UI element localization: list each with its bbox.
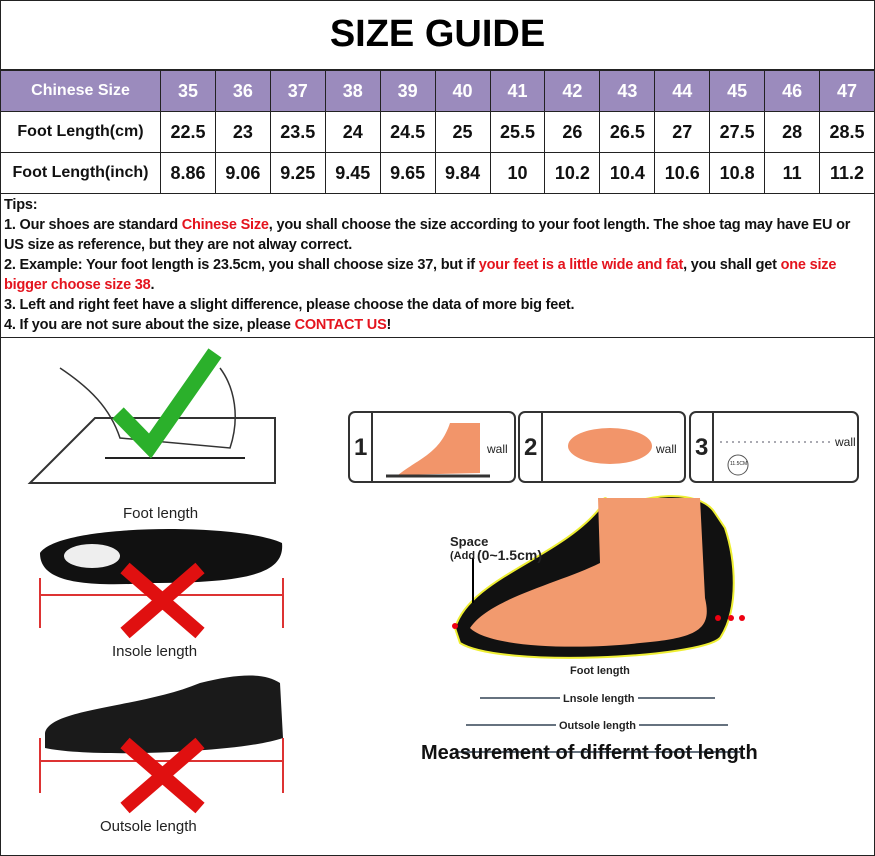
table-cell: 26	[544, 111, 601, 153]
foot-length-label: Foot length	[123, 505, 199, 522]
wall-label: wall	[835, 435, 856, 449]
table-cell: 10.6	[654, 152, 711, 194]
table-cell: 45	[709, 70, 766, 112]
sneaker-illustration	[39, 675, 284, 814]
table-cell: 9.65	[379, 152, 436, 194]
table-cell: 39	[379, 70, 436, 112]
tip-text: !	[386, 317, 392, 333]
table-cell: 25.5	[489, 111, 546, 153]
insole-length-label: Insole length	[112, 643, 198, 660]
table-cell: 10	[489, 152, 546, 194]
tip-3: 3. Left and right feet have a slight dif…	[4, 297, 575, 313]
tip-text: 2. Example: Your foot length is 23.5cm, …	[4, 257, 479, 273]
add-label: (Add	[450, 550, 476, 562]
diagram-insole-length: Lnsole length	[560, 693, 638, 705]
outsole-length-label: Outsole length	[100, 818, 197, 835]
table-cell: 9.45	[324, 152, 381, 194]
step-number: 1	[354, 434, 368, 461]
tip-text: 4. If you are not sure about the size, p…	[4, 317, 295, 333]
table-cell: 43	[599, 70, 656, 112]
tip-text: .	[150, 277, 155, 293]
tips-heading: Tips:	[4, 197, 38, 213]
table-cell: 27.5	[709, 111, 766, 153]
step-number: 3	[695, 434, 709, 461]
tip-text: , you shall get	[683, 257, 781, 273]
table-cell: 10.2	[544, 152, 601, 194]
page-title: SIZE GUIDE	[0, 0, 875, 70]
table-cell: 40	[434, 70, 491, 112]
tip-text: 1. Our shoes are standard	[4, 217, 182, 233]
tip-highlight: Chinese Size	[181, 217, 269, 233]
table-cell: 9.06	[214, 152, 271, 194]
tips: Tips: 1. Our shoes are standard Chinese …	[0, 193, 875, 338]
table-cell: 24.5	[379, 111, 436, 153]
size-table: Chinese Size 35 36 37 38 39 40 41 42 43 44 45 46 47 Fo…	[0, 70, 875, 194]
wall-label: wall	[487, 442, 508, 456]
tip-highlight: your feet is a little wide and fat	[478, 257, 684, 273]
table-cell: 10.4	[599, 152, 656, 194]
table-cell: 22.5	[160, 111, 216, 153]
table-cell: 37	[269, 70, 326, 112]
table-cell: 23	[214, 111, 271, 153]
table-cell: 26.5	[599, 111, 656, 153]
ruler-reading: 11.5CM	[730, 461, 748, 467]
row-label: Foot Length(cm)	[0, 111, 161, 153]
measuring-steps	[348, 411, 859, 483]
table-cell: 23.5	[269, 111, 326, 153]
tip-highlight: one size bigger choose size 38	[4, 257, 837, 293]
table-cell: 10.8	[709, 152, 766, 194]
table-cell: 8.86	[160, 152, 216, 194]
table-cell: 9.25	[269, 152, 326, 194]
insole-illustration	[39, 529, 284, 639]
table-cell: 42	[544, 70, 601, 112]
step-number: 2	[524, 434, 538, 461]
table-cell: 41	[489, 70, 546, 112]
table-row: Foot Length(cm) 22.5 23 23.5 24 24.5 25 25.5 26 2…	[0, 111, 875, 153]
table-cell: 11	[764, 152, 821, 194]
table-cell: 35	[160, 70, 216, 112]
illustrations: Foot length Insole length Outsole length…	[0, 338, 875, 856]
table-cell: 28	[764, 111, 821, 153]
diagram-outsole-length: Outsole length	[556, 720, 639, 732]
contact-us-link: CONTACT US	[294, 317, 387, 333]
table-cell: 28.5	[819, 111, 875, 153]
diagram-caption: Measurement of differnt foot length	[421, 742, 758, 764]
tip-4: 4. If you are not sure about the size, p…	[4, 315, 871, 335]
table-row: Foot Length(inch) 8.86 9.06 9.25 9.45 9.65 9.8…	[0, 152, 875, 194]
wall-label: wall	[656, 442, 677, 456]
foot-on-paper-illustration	[27, 348, 276, 484]
illustrations-svg	[27, 348, 859, 814]
table-cell: 9.84	[434, 152, 491, 194]
space-range: (0~1.5cm)	[477, 547, 542, 563]
space-label: Space	[450, 534, 489, 549]
table-cell: 46	[764, 70, 821, 112]
table-cell: 25	[434, 111, 491, 153]
table-cell: 44	[654, 70, 711, 112]
table-row: Chinese Size 35 36 37 38 39 40 41 42 43 44 45 46 47	[0, 70, 875, 112]
tip-1: 1. Our shoes are standard Chinese Size, …	[4, 215, 871, 255]
row-label: Foot Length(inch)	[0, 152, 161, 194]
table-cell: 38	[324, 70, 381, 112]
table-cell: 24	[324, 111, 381, 153]
shoe-cross-section	[452, 495, 745, 753]
table-cell: 11.2	[819, 152, 875, 194]
table-cell: 47	[819, 70, 875, 112]
diagram-foot-length: Foot length	[567, 665, 633, 677]
tip-text: , you shall choose the size according to…	[4, 217, 851, 253]
tip-2: 2. Example: Your foot length is 23.5cm, …	[4, 255, 871, 295]
table-cell: 27	[654, 111, 711, 153]
row-label: Chinese Size	[0, 70, 161, 112]
table-cell: 36	[214, 70, 271, 112]
